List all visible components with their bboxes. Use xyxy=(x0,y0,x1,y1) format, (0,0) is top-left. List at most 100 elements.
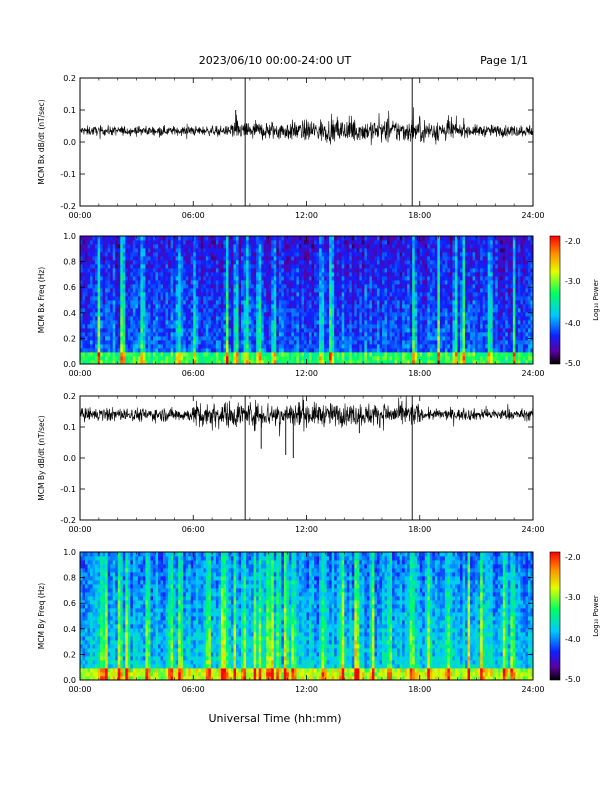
heatmap-cell xyxy=(346,312,350,317)
heatmap-cell xyxy=(228,252,232,257)
heatmap-cell xyxy=(228,332,232,337)
heatmap-cell xyxy=(392,264,395,269)
heatmap-cell xyxy=(198,336,202,341)
x-tick-label: 18:00 xyxy=(408,211,431,220)
heatmap-cell xyxy=(90,316,93,321)
heatmap-cell xyxy=(309,236,312,241)
heatmap-cell xyxy=(132,288,136,293)
heatmap-cell xyxy=(130,260,134,265)
heatmap-cell xyxy=(457,260,461,265)
heatmap-cell xyxy=(130,280,134,285)
heatmap-cell xyxy=(246,300,250,305)
heatmap-cell xyxy=(195,280,199,285)
heatmap-cell xyxy=(147,328,151,333)
heatmap-cell xyxy=(339,264,343,269)
heatmap-cell xyxy=(165,292,169,297)
heatmap-cell xyxy=(341,344,345,349)
heatmap-cell xyxy=(356,272,360,277)
heatmap-cell xyxy=(180,296,184,301)
heatmap-cell xyxy=(253,356,257,361)
heatmap-cell xyxy=(137,304,141,309)
heatmap-cell xyxy=(258,316,262,321)
heatmap-cell xyxy=(243,296,247,301)
heatmap-cell xyxy=(303,356,307,361)
heatmap-cell xyxy=(248,348,252,353)
heatmap-cell xyxy=(392,240,395,245)
heatmap-cell xyxy=(454,236,458,241)
heatmap-cell xyxy=(263,268,267,273)
heatmap-cell xyxy=(344,340,348,345)
heatmap-cell xyxy=(97,312,101,317)
heatmap-cell xyxy=(210,268,214,273)
heatmap-cell xyxy=(371,300,375,305)
heatmap-cell xyxy=(319,272,322,277)
heatmap-cell xyxy=(110,308,114,313)
heatmap-cell xyxy=(87,268,91,273)
heatmap-cell xyxy=(404,280,408,285)
heatmap-cell xyxy=(361,328,365,333)
heatmap-cell xyxy=(376,316,380,321)
heatmap-cell xyxy=(276,276,280,281)
heatmap-cell xyxy=(309,280,312,285)
heatmap-cell xyxy=(127,328,131,333)
heatmap-cell xyxy=(140,296,144,301)
heatmap-cell xyxy=(105,256,109,261)
heatmap-cell xyxy=(331,280,335,285)
heatmap-cell xyxy=(424,356,428,361)
heatmap-cell xyxy=(276,344,280,349)
heatmap-cell xyxy=(152,244,156,249)
heatmap-cell xyxy=(90,304,93,309)
heatmap-cell xyxy=(298,272,302,277)
heatmap-cell xyxy=(223,336,227,341)
heatmap-cell xyxy=(439,256,443,261)
heatmap-cell xyxy=(263,248,267,253)
heatmap-cell xyxy=(392,316,395,321)
heatmap-cell xyxy=(427,308,431,313)
heatmap-cell xyxy=(339,256,343,261)
heatmap-cell xyxy=(82,236,86,241)
heatmap-cell xyxy=(376,340,380,345)
heatmap-cell xyxy=(107,268,111,273)
heatmap-cell xyxy=(163,276,166,281)
heatmap-cell xyxy=(324,272,328,277)
heatmap-cell xyxy=(306,236,310,241)
heatmap-cell xyxy=(195,236,199,241)
heatmap-cell xyxy=(444,348,448,353)
heatmap-cell xyxy=(107,244,111,249)
heatmap-cell xyxy=(319,312,322,317)
heatmap-cell xyxy=(316,240,320,245)
heatmap-cell xyxy=(382,324,385,329)
heatmap-cell xyxy=(356,352,360,357)
heatmap-cell xyxy=(228,316,232,321)
heatmap-cell xyxy=(236,308,239,313)
heatmap-cell xyxy=(105,356,109,361)
heatmap-cell xyxy=(90,324,93,329)
heatmap-cell xyxy=(178,288,182,293)
heatmap-cell xyxy=(283,292,287,297)
heatmap-cell xyxy=(173,240,177,245)
heatmap-cell xyxy=(321,352,325,357)
heatmap-cell xyxy=(200,340,204,345)
heatmap-cell xyxy=(95,324,99,329)
heatmap-cell xyxy=(281,324,285,329)
heatmap-cell xyxy=(120,268,124,273)
heatmap-cell xyxy=(271,332,275,337)
heatmap-cell xyxy=(160,352,164,357)
heatmap-cell xyxy=(331,272,335,277)
heatmap-cell xyxy=(341,260,345,265)
heatmap-cell xyxy=(356,244,360,249)
heatmap-cell xyxy=(359,256,363,261)
heatmap-cell xyxy=(429,300,433,305)
heatmap-cell xyxy=(145,352,149,357)
heatmap-cell xyxy=(150,304,154,309)
heatmap-cell xyxy=(175,320,179,325)
heatmap-cell xyxy=(97,304,101,309)
heatmap-cell xyxy=(112,352,116,357)
heatmap-cell xyxy=(344,272,348,277)
heatmap-cell xyxy=(168,244,171,249)
heatmap-cell xyxy=(238,236,242,241)
heatmap-cell xyxy=(364,272,368,277)
heatmap-cell xyxy=(198,276,202,281)
heatmap-cell xyxy=(163,340,166,345)
series-line xyxy=(79,107,534,146)
